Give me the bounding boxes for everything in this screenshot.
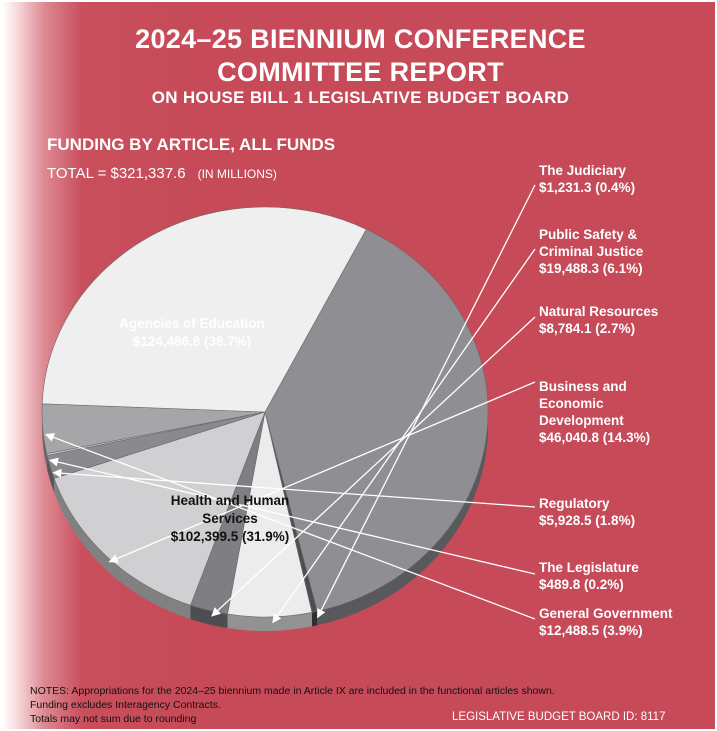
leader-arrow-regulatory bbox=[52, 468, 536, 508]
leader-arrow-general-government bbox=[44, 433, 536, 620]
footer-id: LEGISLATIVE BUDGET BOARD ID: 8117 bbox=[452, 711, 666, 723]
callout-line: Criminal Justice bbox=[539, 244, 644, 259]
total-units: (IN MILLIONS) bbox=[197, 167, 277, 181]
callout-line: $8,784.1 (2.7%) bbox=[539, 321, 636, 336]
pie-slice-health-and-human-services bbox=[41, 206, 367, 413]
slice-label-name: Services bbox=[202, 511, 258, 526]
callout-line: $19,488.3 (6.1%) bbox=[539, 261, 643, 276]
callout-line: $1,231.3 (0.4%) bbox=[539, 180, 636, 195]
pie-side-the-judiciary bbox=[311, 611, 318, 627]
leader-arrow-business-and-economic-development bbox=[108, 381, 536, 563]
callout-regulatory: Regulatory $5,928.5 (1.8%) bbox=[539, 495, 635, 529]
notes: NOTES: Appropriations for the 2024–25 bi… bbox=[30, 684, 555, 726]
pie-side-agencies-of-education bbox=[317, 412, 489, 626]
pie-side-general-government bbox=[42, 412, 47, 468]
slice-label-value: $102,399.5 (31.9%) bbox=[170, 529, 290, 544]
callout-line: Economic bbox=[539, 396, 604, 411]
callout-line: Public Safety & bbox=[539, 227, 638, 242]
callout-public-safety: Public Safety & Criminal Justice $19,488… bbox=[539, 226, 643, 277]
callout-line: Natural Resources bbox=[539, 304, 659, 319]
callout-the-judiciary: The Judiciary $1,231.3 (0.4%) bbox=[539, 162, 635, 196]
callout-the-legislature: The Legislature $489.8 (0.2%) bbox=[539, 559, 639, 593]
pie-side-public-safety-and-criminal-justice bbox=[227, 612, 312, 631]
note-line: Totals may not sum due to rounding bbox=[30, 713, 197, 725]
callout-line: $12,488.5 (3.9%) bbox=[539, 623, 643, 638]
note-line: Funding excludes Interagency Contracts. bbox=[30, 699, 221, 711]
slice-label-name: Agencies of Education bbox=[119, 316, 265, 331]
slice-label-value: $124,486.8 (38.7%) bbox=[132, 334, 252, 349]
title-line-1: 2024–25 BIENNIUM CONFERENCE bbox=[135, 24, 586, 54]
callout-line: Business and bbox=[539, 379, 627, 394]
callout-line: $46,040.8 (14.3%) bbox=[539, 430, 651, 445]
callout-line: The Judiciary bbox=[539, 163, 627, 178]
total-value: TOTAL = $321,337.6 bbox=[47, 165, 186, 182]
leader-arrow-public-safety-and-criminal-justice bbox=[272, 248, 536, 624]
title-line-2: COMMITTEE REPORT bbox=[217, 57, 504, 87]
callout-line: The Legislature bbox=[539, 560, 639, 575]
subtitle: ON HOUSE BILL 1 LEGISLATIVE BUDGET BOARD bbox=[151, 88, 570, 107]
pie-3d-side bbox=[42, 412, 489, 631]
pie-side-natural-resources bbox=[190, 605, 228, 629]
leader-arrow-the-legislature bbox=[48, 457, 536, 575]
callout-line: Regulatory bbox=[539, 496, 610, 511]
leader-arrow-the-judiciary bbox=[316, 184, 536, 619]
callout-business-and-economic-development: Business and Economic Development $46,04… bbox=[539, 378, 650, 446]
leader-arrow-natural-resources bbox=[211, 316, 536, 617]
callout-line: General Government bbox=[539, 606, 673, 621]
leader-lines bbox=[44, 184, 536, 624]
pie-side-regulatory bbox=[47, 455, 55, 493]
pie-side-business-and-economic-development bbox=[54, 478, 191, 620]
pie-slice-business-and-economic-development bbox=[53, 411, 266, 606]
callout-general-government: General Government $12,488.5 (3.9%) bbox=[539, 605, 673, 639]
total-line: TOTAL = $321,337.6 (IN MILLIONS) bbox=[47, 165, 277, 182]
section-title: FUNDING BY ARTICLE, ALL FUNDS bbox=[47, 135, 336, 154]
callout-natural-resources: Natural Resources $8,784.1 (2.7%) bbox=[539, 303, 658, 337]
slice-label-agencies-of-education: Agencies of Education $124,486.8 (38.7%) bbox=[82, 315, 302, 351]
callout-line: $5,928.5 (1.8%) bbox=[539, 513, 636, 528]
note-line: NOTES: Appropriations for the 2024–25 bi… bbox=[30, 685, 555, 697]
callout-line: $489.8 (0.2%) bbox=[539, 577, 624, 592]
slice-label-name: Health and Human bbox=[170, 493, 290, 508]
slice-label-health-and-human-services: Health and Human Services $102,399.5 (31… bbox=[130, 492, 330, 546]
callout-line: Development bbox=[539, 413, 624, 428]
